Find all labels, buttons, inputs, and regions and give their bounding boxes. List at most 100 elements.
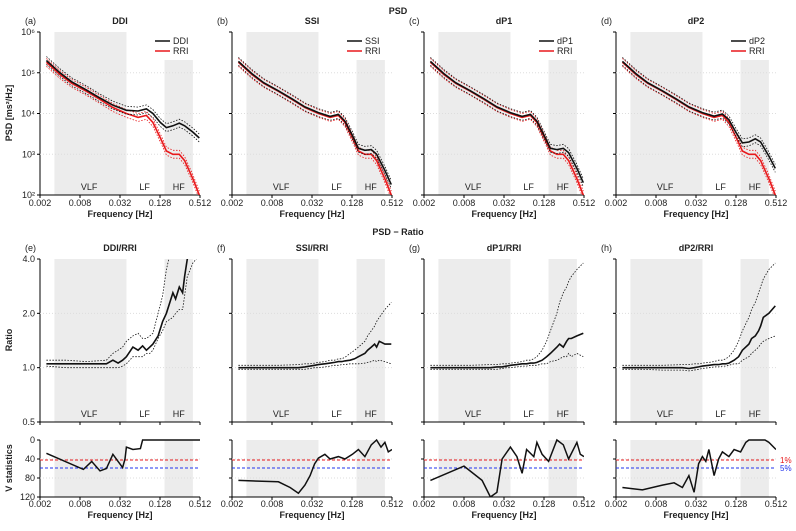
v-statistic-line bbox=[46, 439, 200, 472]
ratio-mean-line bbox=[430, 332, 584, 369]
band-shade-hf bbox=[548, 259, 577, 422]
band-label-vlf: VLF bbox=[465, 182, 482, 192]
ratio-mean-line bbox=[46, 259, 189, 365]
band-label-vlf: VLF bbox=[81, 409, 98, 419]
ratio-upper-ci bbox=[238, 302, 392, 366]
x-axis-label: Frequency [Hz] bbox=[663, 510, 728, 520]
band-label-vlf: VLF bbox=[657, 409, 674, 419]
panel-title: dP1/RRI bbox=[487, 243, 522, 253]
band-label-lf: LF bbox=[331, 182, 342, 192]
signal-mean-line bbox=[45, 59, 200, 139]
y-axis-label: PSD [ms²/Hz] bbox=[4, 85, 14, 142]
x-tick-label: 0.128 bbox=[149, 198, 172, 208]
x-tick-label: 0.008 bbox=[645, 499, 668, 509]
y-tick-label: 10² bbox=[22, 190, 35, 200]
x-tick-label: 0.008 bbox=[261, 499, 284, 509]
panel-label: (a) bbox=[25, 16, 36, 26]
panel-label: (f) bbox=[217, 243, 226, 253]
band-shade-hf bbox=[164, 440, 193, 497]
v-statistic-line bbox=[238, 438, 392, 495]
panel-title: SSI/RRI bbox=[296, 243, 329, 253]
panel-frame: VLF LF HF bbox=[229, 258, 393, 425]
y-axis-label: Ratio bbox=[4, 328, 14, 351]
x-axis-label: Frequency [Hz] bbox=[471, 510, 536, 520]
signal-mean-line bbox=[237, 60, 392, 185]
band-label-lf: LF bbox=[523, 409, 534, 419]
band-shade-vlf bbox=[630, 259, 703, 422]
threshold-label: 1% bbox=[780, 456, 792, 465]
band-shade-vlf bbox=[438, 259, 511, 422]
panel-frame: VLF LF HF bbox=[613, 258, 777, 425]
x-tick-label: 0.002 bbox=[221, 198, 244, 208]
y-tick-label: 0 bbox=[30, 435, 35, 445]
x-tick-label: 0.008 bbox=[69, 198, 92, 208]
panel-label: (c) bbox=[409, 16, 420, 26]
band-label-lf: LF bbox=[139, 409, 150, 419]
x-tick-label: 0.512 bbox=[573, 499, 596, 509]
x-tick-label: 0.128 bbox=[149, 499, 172, 509]
band-shade-vlf bbox=[54, 259, 127, 422]
y-tick-label: 40 bbox=[25, 454, 35, 464]
legend-label: RRI bbox=[557, 46, 573, 56]
x-axis-label: Frequency [Hz] bbox=[279, 209, 344, 219]
legend-label: RRI bbox=[749, 46, 765, 56]
band-shade-hf bbox=[164, 259, 193, 422]
y-tick-label: 10⁴ bbox=[21, 109, 35, 119]
band-label-hf: HF bbox=[749, 409, 761, 419]
band-label-hf: HF bbox=[365, 409, 377, 419]
ratio-lower-ci bbox=[238, 359, 392, 370]
x-tick-label: 0.032 bbox=[109, 499, 132, 509]
v-statistic-line bbox=[622, 439, 776, 493]
x-tick-label: 0.008 bbox=[261, 198, 284, 208]
band-label-lf: LF bbox=[139, 182, 150, 192]
x-axis-label: Frequency [Hz] bbox=[279, 510, 344, 520]
panel-label: (e) bbox=[25, 243, 36, 253]
panel-label: (d) bbox=[601, 16, 612, 26]
band-label-hf: HF bbox=[173, 409, 185, 419]
band-shade-hf bbox=[740, 440, 769, 497]
x-tick-label: 0.032 bbox=[685, 198, 708, 208]
figure-title-psd: PSD bbox=[389, 6, 408, 16]
signal-mean-line bbox=[429, 60, 584, 184]
ratio-upper-ci bbox=[430, 262, 584, 366]
band-shade-vlf bbox=[246, 259, 319, 422]
y-tick-label: 120 bbox=[20, 492, 35, 502]
band-label-vlf: VLF bbox=[465, 409, 482, 419]
x-axis-label: Frequency [Hz] bbox=[87, 510, 152, 520]
x-axis-label: Frequency [Hz] bbox=[471, 209, 536, 219]
signal-upper-ci bbox=[46, 56, 200, 135]
band-label-vlf: VLF bbox=[81, 182, 98, 192]
signal-lower-ci bbox=[238, 65, 392, 189]
signal-upper-ci bbox=[238, 57, 392, 181]
x-tick-label: 0.128 bbox=[725, 499, 748, 509]
ratio-lower-ci bbox=[622, 335, 776, 372]
ratio-lower-ci bbox=[46, 259, 197, 369]
band-label-hf: HF bbox=[365, 182, 377, 192]
band-label-lf: LF bbox=[523, 182, 534, 192]
x-tick-label: 0.128 bbox=[341, 198, 364, 208]
y-tick-label: 10⁶ bbox=[21, 27, 35, 37]
panel-title: DDI bbox=[112, 16, 128, 26]
panel-frame: VLF LF HF bbox=[421, 258, 585, 425]
x-tick-label: 0.008 bbox=[645, 198, 668, 208]
band-shade-hf bbox=[548, 60, 577, 195]
panel-label: (b) bbox=[217, 16, 228, 26]
band-label-lf: LF bbox=[715, 182, 726, 192]
panel-frame: VLF LF HF bbox=[613, 31, 777, 198]
ratio-upper-ci bbox=[46, 259, 170, 363]
x-tick-label: 0.032 bbox=[301, 499, 324, 509]
panel-label: (g) bbox=[409, 243, 420, 253]
x-tick-label: 0.032 bbox=[493, 198, 516, 208]
v-statistic-line bbox=[430, 438, 584, 497]
x-tick-label: 0.128 bbox=[341, 499, 364, 509]
rri-upper-ci bbox=[46, 58, 200, 192]
band-shade-vlf bbox=[54, 32, 127, 195]
x-tick-label: 0.512 bbox=[765, 198, 788, 208]
legend-label: dP2 bbox=[749, 36, 765, 46]
panel-title: dP2/RRI bbox=[679, 243, 714, 253]
x-tick-label: 0.512 bbox=[189, 198, 212, 208]
band-shade-hf bbox=[740, 60, 769, 195]
x-tick-label: 0.002 bbox=[29, 499, 52, 509]
panel-label: (h) bbox=[601, 243, 612, 253]
